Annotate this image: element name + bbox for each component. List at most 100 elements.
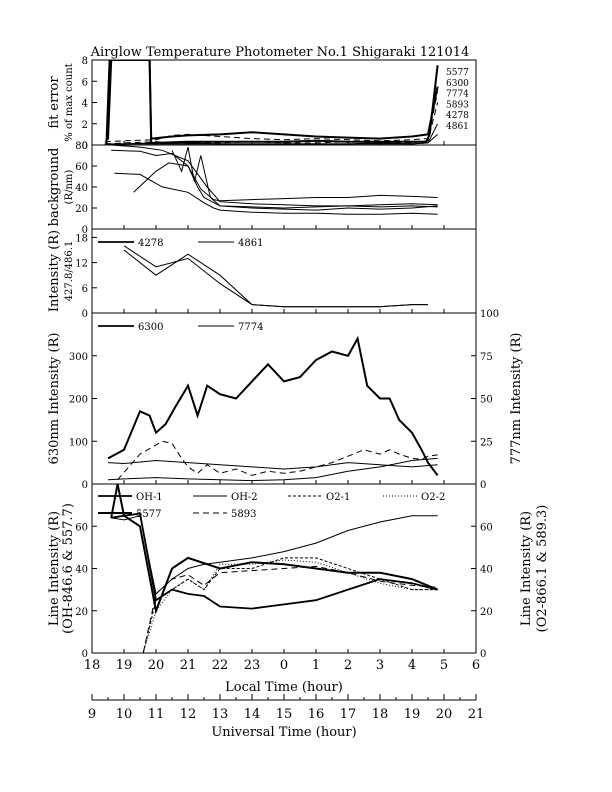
y2-tick-label: 20	[480, 607, 493, 618]
local-time-tick-label: 2	[344, 658, 352, 673]
local-time-tick-label: 5	[440, 658, 448, 673]
y-tick-label: 18	[75, 233, 88, 244]
local-time-tick-label: 6	[472, 658, 480, 673]
series-5577	[105, 60, 439, 145]
ut-tick-label: 19	[404, 707, 421, 722]
series-O2-1	[142, 557, 438, 653]
y-tick-label: 0	[82, 649, 88, 660]
legend-label: O2-1	[326, 492, 350, 503]
y-tick-label: 0	[82, 141, 88, 152]
y2-tick-label: 75	[480, 352, 493, 363]
series-line-1	[133, 162, 438, 211]
y-axis-sublabel: % of max count	[64, 63, 75, 141]
series-group	[123, 245, 428, 308]
y-tick-label: 300	[69, 352, 88, 363]
y-tick-label: 0	[82, 225, 88, 236]
ut-tick-label: 21	[468, 707, 485, 722]
series-line-2	[107, 459, 438, 470]
legend-label: 4861	[446, 122, 469, 132]
ut-tick-label: 11	[148, 707, 165, 722]
local-time-tick-label: 19	[116, 658, 133, 673]
series-group	[104, 60, 439, 145]
local-time-tick-label: 1	[312, 658, 320, 673]
series-6300	[107, 335, 439, 476]
y-axis-label: fit error	[47, 76, 62, 129]
local-time-tick-label: 4	[408, 658, 416, 673]
y-tick-label: 40	[75, 565, 88, 576]
y-axis-label: 630nm Intensity (R)	[47, 333, 62, 465]
series-group	[111, 145, 438, 215]
local-time-tick-label: 20	[148, 658, 165, 673]
series-line-4	[171, 146, 438, 209]
series-4861	[123, 245, 428, 308]
legend-label: 4861	[238, 238, 263, 249]
ut-tick-label: 20	[436, 707, 453, 722]
local-time-tick-label: 22	[212, 658, 229, 673]
legend-label: 4278	[138, 238, 163, 249]
y-tick-label: 0	[82, 480, 88, 491]
y2-tick-label: 50	[480, 395, 493, 406]
y-tick-label: 0	[82, 309, 88, 320]
y2-axis-sublabel: (O2-866.1 & 589.3)	[535, 505, 550, 633]
local-time-tick-label: 0	[280, 658, 288, 673]
y2-axis-label: 777nm Intensity (R)	[509, 333, 524, 465]
legend-label: 6300	[138, 322, 163, 333]
series-line-2	[111, 149, 438, 202]
y-tick-label: 20	[75, 607, 88, 618]
local-time-tick-label: 3	[376, 658, 384, 673]
ut-tick-label: 16	[308, 707, 325, 722]
local-time-axis-label: Local Time (hour)	[225, 680, 343, 695]
y-tick-label: 100	[69, 437, 88, 448]
y-axis-label: background	[47, 148, 62, 227]
local-time-tick-label: 23	[244, 658, 261, 673]
legend-label: 4278	[446, 111, 469, 121]
ut-tick-label: 13	[212, 707, 229, 722]
y-tick-label: 2	[82, 120, 88, 131]
y-tick-label: 40	[75, 183, 88, 194]
series-group	[110, 484, 438, 653]
legend-label: 5893	[231, 509, 256, 520]
y-tick-label: 12	[75, 259, 88, 270]
chart-title: Airglow Temperature Photometer No.1 Shig…	[90, 45, 470, 60]
legend-label: 5893	[446, 100, 469, 110]
y-axis-label: Intensity (R)	[47, 230, 62, 312]
y-tick-label: 4	[82, 99, 88, 110]
ut-tick-label: 14	[244, 707, 261, 722]
y2-tick-label: 60	[480, 522, 493, 533]
y-tick-label: 80	[75, 141, 88, 152]
panel-frame	[91, 312, 477, 485]
y-tick-label: 6	[82, 284, 88, 295]
series-O2-2	[142, 559, 438, 653]
y2-axis-label: Line Intensity (R)	[519, 511, 534, 626]
ut-tick-label: 17	[340, 707, 357, 722]
legend-label: 5577	[136, 509, 161, 520]
ut-tick-label: 12	[180, 707, 197, 722]
legend-label: OH-1	[136, 492, 163, 503]
y-tick-label: 20	[75, 204, 88, 215]
legend-label: 6300	[446, 79, 469, 89]
y-axis-sublabel: 427.8/486.1	[64, 241, 75, 302]
series-OH-1	[111, 512, 438, 610]
series-6300	[107, 60, 439, 140]
ut-tick-label: 10	[116, 707, 133, 722]
y-axis-label: Line Intensity (R)	[47, 511, 62, 626]
y-tick-label: 8	[82, 56, 88, 67]
series-line-3	[111, 145, 438, 207]
y2-tick-label: 40	[480, 565, 493, 576]
legend-label: 7774	[238, 322, 263, 333]
panel-630-777: 0 100 200 300 0 25 50 75 100 630nm Intensity (R) 7…	[47, 309, 524, 491]
panel-intensity-427: 0 6 12 18 Intensity (R) 427.8/486.1 4278 4861	[47, 228, 477, 320]
panel-fit-error: 0 2 4 6 8 fit error% of max count 557763007774…	[47, 56, 477, 152]
series-OH-2	[111, 515, 438, 595]
legend-label: 7774	[446, 90, 469, 100]
ut-tick-label: 15	[276, 707, 293, 722]
y-tick-label: 200	[69, 395, 88, 406]
legend-label: OH-2	[231, 492, 258, 503]
ut-axis-label: Universal Time (hour)	[211, 725, 356, 740]
local-time-tick-label: 18	[84, 658, 101, 673]
ut-tick-label: 9	[88, 707, 96, 722]
y-tick-label: 60	[75, 522, 88, 533]
series-4278	[123, 249, 428, 308]
y2-tick-label: 0	[480, 480, 486, 491]
local-time-tick-label: 21	[180, 658, 197, 673]
